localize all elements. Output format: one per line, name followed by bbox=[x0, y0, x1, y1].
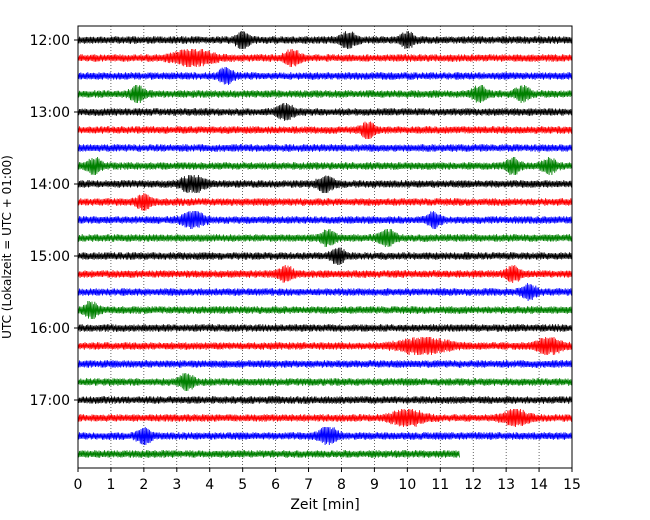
x-tick-label-12: 12 bbox=[464, 477, 482, 493]
x-tick-label-9: 9 bbox=[370, 477, 379, 493]
trace-12-15 bbox=[77, 48, 572, 68]
trace-13-30 bbox=[77, 144, 572, 152]
y-tick-label-17-00: 17:00 bbox=[30, 393, 70, 409]
y-tick-label-14-00: 14:00 bbox=[30, 177, 70, 193]
x-tick-label-14: 14 bbox=[530, 477, 548, 493]
x-tick-label-6: 6 bbox=[271, 477, 280, 493]
trace-17-45 bbox=[77, 450, 460, 458]
plot-frame bbox=[77, 25, 573, 469]
trace-16-00 bbox=[77, 324, 572, 332]
trace-16-15 bbox=[77, 336, 572, 356]
x-tick-label-8: 8 bbox=[337, 477, 346, 493]
trace-14-45 bbox=[77, 228, 572, 248]
x-tick-label-7: 7 bbox=[304, 477, 313, 493]
y-tick-label-16-00: 16:00 bbox=[30, 321, 70, 337]
x-tick-label-13: 13 bbox=[497, 477, 515, 493]
trace-17-15 bbox=[77, 408, 572, 428]
x-tick-label-10: 10 bbox=[398, 477, 416, 493]
y-axis-label: UTC (Lokalzeit = UTC + 01:00) bbox=[0, 155, 14, 339]
y-axis-ticks: 12:00 13:00 14:00 15:00 16:00 17:00 bbox=[30, 33, 78, 409]
trace-15-30 bbox=[77, 282, 572, 302]
trace-12-00 bbox=[77, 30, 572, 50]
x-tick-label-0: 0 bbox=[74, 477, 83, 493]
x-axis-label: Zeit [min] bbox=[290, 497, 359, 513]
x-tick-label-11: 11 bbox=[431, 477, 449, 493]
trace-13-00 bbox=[77, 102, 572, 121]
trace-14-30 bbox=[77, 210, 572, 230]
trace-17-30 bbox=[77, 426, 572, 446]
x-tick-label-3: 3 bbox=[172, 477, 181, 493]
seismogram-traces bbox=[77, 30, 572, 458]
x-axis-ticks: 0 1 2 3 4 5 6 7 8 9 10 11 12 13 14 15 bbox=[74, 468, 581, 493]
trace-17-00 bbox=[77, 396, 572, 404]
trace-14-00 bbox=[77, 174, 572, 194]
x-tick-label-1: 1 bbox=[106, 477, 115, 493]
y-tick-label-15-00: 15:00 bbox=[30, 249, 70, 265]
trace-15-45 bbox=[77, 300, 572, 320]
y-tick-label-13-00: 13:00 bbox=[30, 105, 70, 121]
trace-13-15 bbox=[77, 121, 572, 140]
trace-15-00 bbox=[77, 247, 572, 266]
trace-16-30 bbox=[77, 360, 572, 368]
trace-13-45 bbox=[77, 156, 572, 176]
trace-15-15 bbox=[77, 264, 572, 284]
x-tick-label-15: 15 bbox=[563, 477, 581, 493]
x-tick-label-2: 2 bbox=[139, 477, 148, 493]
x-tick-label-5: 5 bbox=[238, 477, 247, 493]
trace-14-15 bbox=[77, 192, 572, 211]
y-tick-label-12-00: 12:00 bbox=[30, 33, 70, 49]
trace-12-30 bbox=[77, 66, 572, 86]
x-tick-label-4: 4 bbox=[205, 477, 214, 493]
trace-16-45 bbox=[77, 372, 572, 392]
trace-12-45 bbox=[77, 84, 572, 104]
